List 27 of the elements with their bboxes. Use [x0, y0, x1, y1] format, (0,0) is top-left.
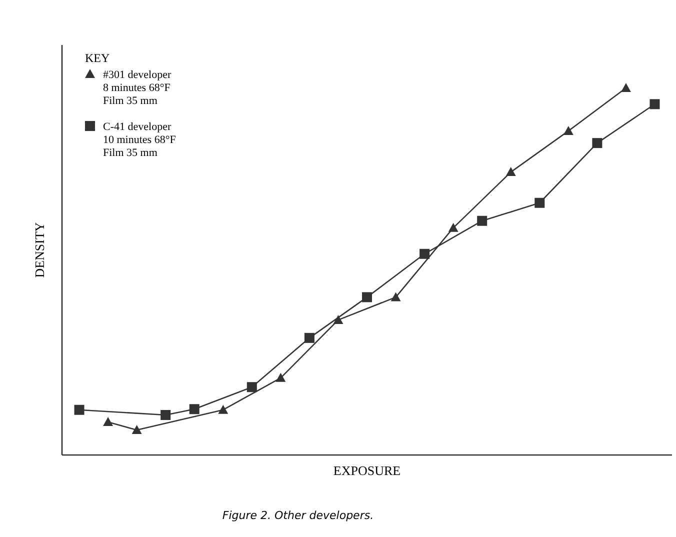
point [592, 138, 602, 148]
point [448, 222, 458, 232]
point [390, 292, 401, 302]
y-axis-title: DENSITY [32, 222, 47, 278]
x-axis-title: EXPOSURE [333, 463, 401, 478]
point [477, 216, 488, 226]
point [650, 99, 660, 110]
point [563, 126, 574, 135]
point [333, 314, 344, 324]
point [362, 292, 372, 302]
point [103, 416, 114, 426]
legend-label: #301 developer 8 minutes 68°F Film 35 mm [103, 69, 172, 107]
point [534, 198, 545, 208]
point [420, 248, 430, 259]
legend-title: KEY [85, 51, 110, 65]
point [246, 382, 257, 392]
legend-label: C-41 developer 10 minutes 68°F Film 35 mm [103, 121, 176, 159]
caption: Figure 2. Other developers. [222, 509, 374, 522]
point [132, 425, 142, 434]
point [304, 332, 314, 343]
point [189, 404, 200, 414]
point [620, 83, 631, 92]
point [218, 404, 228, 414]
point [276, 372, 286, 382]
point [160, 410, 171, 420]
point [74, 404, 84, 415]
point [506, 167, 516, 176]
